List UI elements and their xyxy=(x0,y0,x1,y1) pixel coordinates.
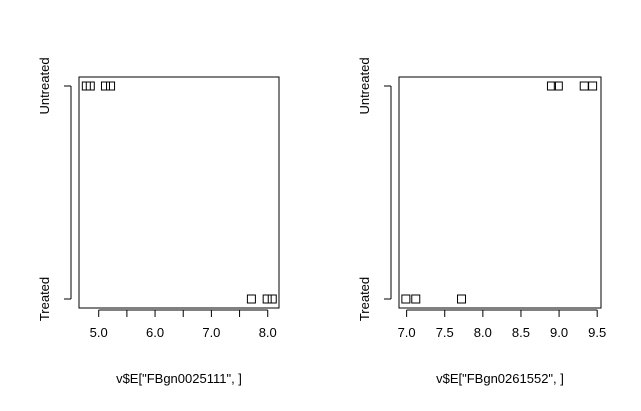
x-tick-label: 9.0 xyxy=(550,325,568,340)
x-tick-label: 6.0 xyxy=(146,325,164,340)
data-point xyxy=(588,81,598,91)
data-point xyxy=(262,294,272,304)
data-point xyxy=(100,81,110,91)
y-tick-label: Treated xyxy=(357,277,372,321)
plot-frame xyxy=(398,76,602,309)
x-tick-label: 7.0 xyxy=(398,325,416,340)
y-tick-label: Untreated xyxy=(37,57,52,114)
data-point xyxy=(553,81,563,91)
data-point xyxy=(106,81,116,91)
data-point xyxy=(411,294,421,304)
scatter-panel-left: 5.0 6.0 7.0 8.0 Treated Untreated v$E["FBgn002… xyxy=(37,57,280,386)
data-point xyxy=(579,81,589,91)
data-point xyxy=(267,294,277,304)
data-point xyxy=(246,294,256,304)
x-tick-label: 8.0 xyxy=(259,325,277,340)
y-tick-label: Untreated xyxy=(357,57,372,114)
x-tick-label: 8.0 xyxy=(474,325,492,340)
x-tick-label: 7.5 xyxy=(436,325,454,340)
y-tick-label: Treated xyxy=(37,277,52,321)
x-axis-title: v$E["FBgn0261552", ] xyxy=(436,371,564,386)
data-point xyxy=(546,81,556,91)
x-tick-label: 5.0 xyxy=(90,325,108,340)
data-point xyxy=(85,81,95,91)
data-point xyxy=(401,294,411,304)
data-point xyxy=(457,294,467,304)
x-axis-title: v$E["FBgn0025111", ] xyxy=(116,371,242,386)
x-tick-label: 9.5 xyxy=(588,325,606,340)
x-tick-label: 7.0 xyxy=(202,325,220,340)
x-tick-label: 8.5 xyxy=(512,325,530,340)
plot-frame xyxy=(78,76,280,309)
scatter-panel-right: 7.0 7.5 8.0 8.5 9.0 9.5 Treated Untreated v$E["F… xyxy=(357,57,606,386)
